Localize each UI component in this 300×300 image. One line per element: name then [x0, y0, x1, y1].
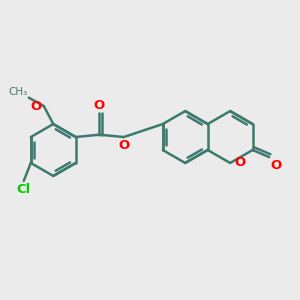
Text: O: O [270, 159, 281, 172]
Text: Cl: Cl [16, 183, 31, 196]
Text: O: O [30, 100, 41, 112]
Text: O: O [118, 139, 130, 152]
Text: CH₃: CH₃ [9, 87, 28, 97]
Text: O: O [94, 98, 105, 112]
Text: O: O [234, 157, 245, 169]
